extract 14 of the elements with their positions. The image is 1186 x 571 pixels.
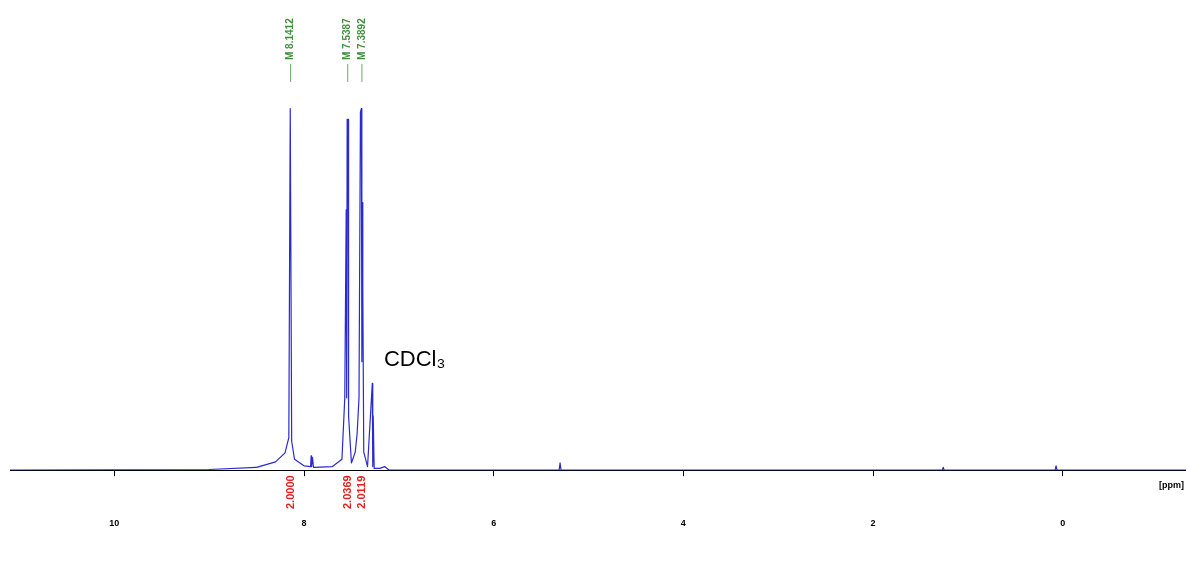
annotation: M 7.5387: [341, 17, 353, 60]
x-tick-label: 10: [109, 518, 120, 529]
annotation: M 7.3892: [355, 17, 367, 60]
x-tick-label: 8: [301, 518, 307, 529]
text: 2.0000: [283, 475, 296, 510]
x-tick-label: 2: [870, 518, 876, 529]
text: 2.0369: [340, 475, 353, 510]
x-axis-title: [ppm]: [1159, 480, 1184, 491]
annotation: M 8.1412: [284, 17, 296, 60]
x-tick-label: 0: [1060, 518, 1066, 529]
annotation: CDCl₃: [383, 345, 446, 371]
x-tick-label: 4: [680, 518, 686, 529]
text: 2.0119: [354, 475, 367, 509]
x-tick-label: 6: [491, 518, 497, 529]
